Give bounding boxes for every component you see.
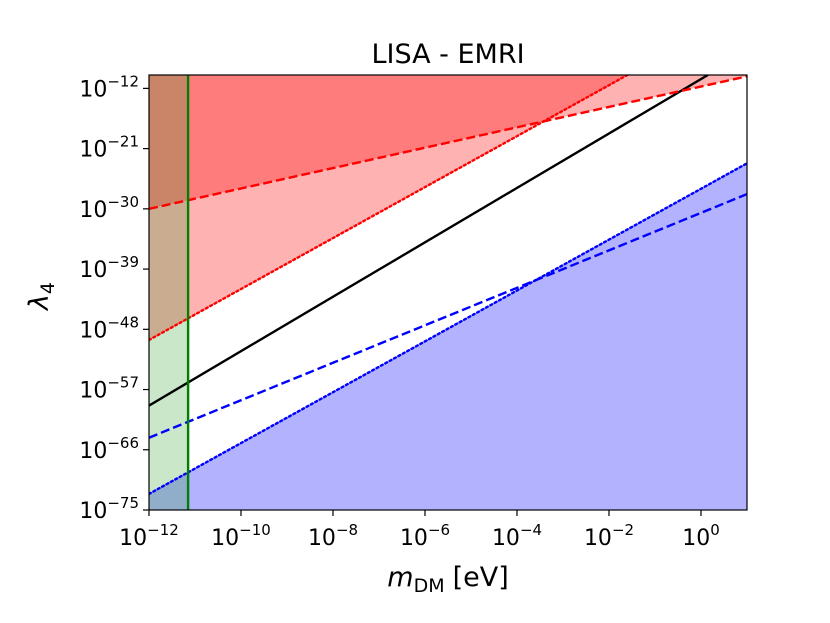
x-tick-exponent: −4	[520, 521, 542, 539]
y-tick-label: 10−21	[79, 133, 139, 163]
x-tick-base: 10	[584, 526, 612, 551]
y-tick-base: 10	[79, 138, 107, 163]
x-tick-exponent: −2	[612, 521, 634, 539]
x-tick-exponent: −10	[239, 521, 271, 539]
x-tick-label: 100	[682, 521, 720, 551]
y-tick-label: 10−48	[79, 313, 139, 343]
x-tick-base: 10	[308, 526, 336, 551]
y-tick-base: 10	[79, 198, 107, 223]
x-tick-base: 10	[682, 526, 710, 551]
y-tick-exponent: −57	[107, 374, 139, 392]
x-tick-label: 10−12	[119, 521, 179, 551]
y-tick-base: 10	[79, 439, 107, 464]
y-axis-label: λ4	[24, 282, 59, 312]
y-tick-exponent: −39	[107, 253, 139, 271]
series-blue-dotted	[149, 162, 747, 496]
y-tick-label: 10−75	[79, 494, 139, 524]
x-axis-label: mDM [eV]	[387, 562, 509, 597]
y-tick-label: 10−30	[79, 193, 139, 223]
y-tick-base: 10	[79, 379, 107, 404]
series-blue-dashed	[149, 193, 747, 439]
y-tick-exponent: −66	[107, 434, 139, 452]
y-tick-base: 10	[79, 77, 107, 102]
x-tick-base: 10	[119, 526, 147, 551]
x-axis-symbol: m	[387, 562, 413, 593]
x-tick-exponent: −8	[336, 521, 358, 539]
y-tick-base: 10	[79, 499, 107, 524]
y-tick-label: 10−12	[79, 72, 139, 102]
y-tick-label: 10−39	[79, 253, 139, 283]
data-lines	[149, 75, 747, 510]
x-axis-subscript: DM	[414, 575, 445, 597]
region-blue-dotted-excluded	[149, 163, 747, 510]
series-black-solid	[149, 75, 709, 407]
y-axis-symbol: λ	[24, 294, 55, 312]
axis-ticks: 10−12 10−10 10−8 10−6 10−4 10−2 10010−1210−211…	[79, 72, 719, 551]
y-axis-subscript: 4	[37, 282, 59, 294]
x-tick-base: 10	[211, 526, 239, 551]
y-tick-base: 10	[79, 258, 107, 283]
x-tick-label: 10−6	[400, 521, 450, 551]
x-tick-exponent: 0	[710, 521, 720, 539]
x-tick-label: 10−4	[492, 521, 542, 551]
x-axis-unit: [eV]	[453, 562, 509, 593]
series-red-dashed	[149, 75, 747, 211]
region-red-dotted-excluded	[149, 75, 747, 340]
series-red-dotted	[149, 75, 629, 342]
x-tick-base: 10	[492, 526, 520, 551]
x-tick-label: 10−2	[584, 521, 634, 551]
plot-frame	[148, 74, 748, 511]
x-tick-exponent: −6	[428, 521, 450, 539]
excluded-regions	[149, 75, 747, 510]
y-tick-exponent: −48	[107, 313, 139, 331]
y-tick-exponent: −75	[107, 494, 139, 512]
y-tick-exponent: −30	[107, 193, 139, 211]
y-tick-label: 10−57	[79, 374, 139, 404]
y-tick-label: 10−66	[79, 434, 139, 464]
chart-title: LISA - EMRI	[371, 39, 524, 70]
x-tick-base: 10	[400, 526, 428, 551]
region-green-mass-excluded	[149, 75, 189, 510]
y-tick-base: 10	[79, 318, 107, 343]
x-tick-exponent: −12	[147, 521, 179, 539]
y-tick-exponent: −12	[107, 72, 139, 90]
y-tick-exponent: −21	[107, 133, 139, 151]
x-tick-label: 10−10	[211, 521, 271, 551]
x-tick-label: 10−8	[308, 521, 358, 551]
